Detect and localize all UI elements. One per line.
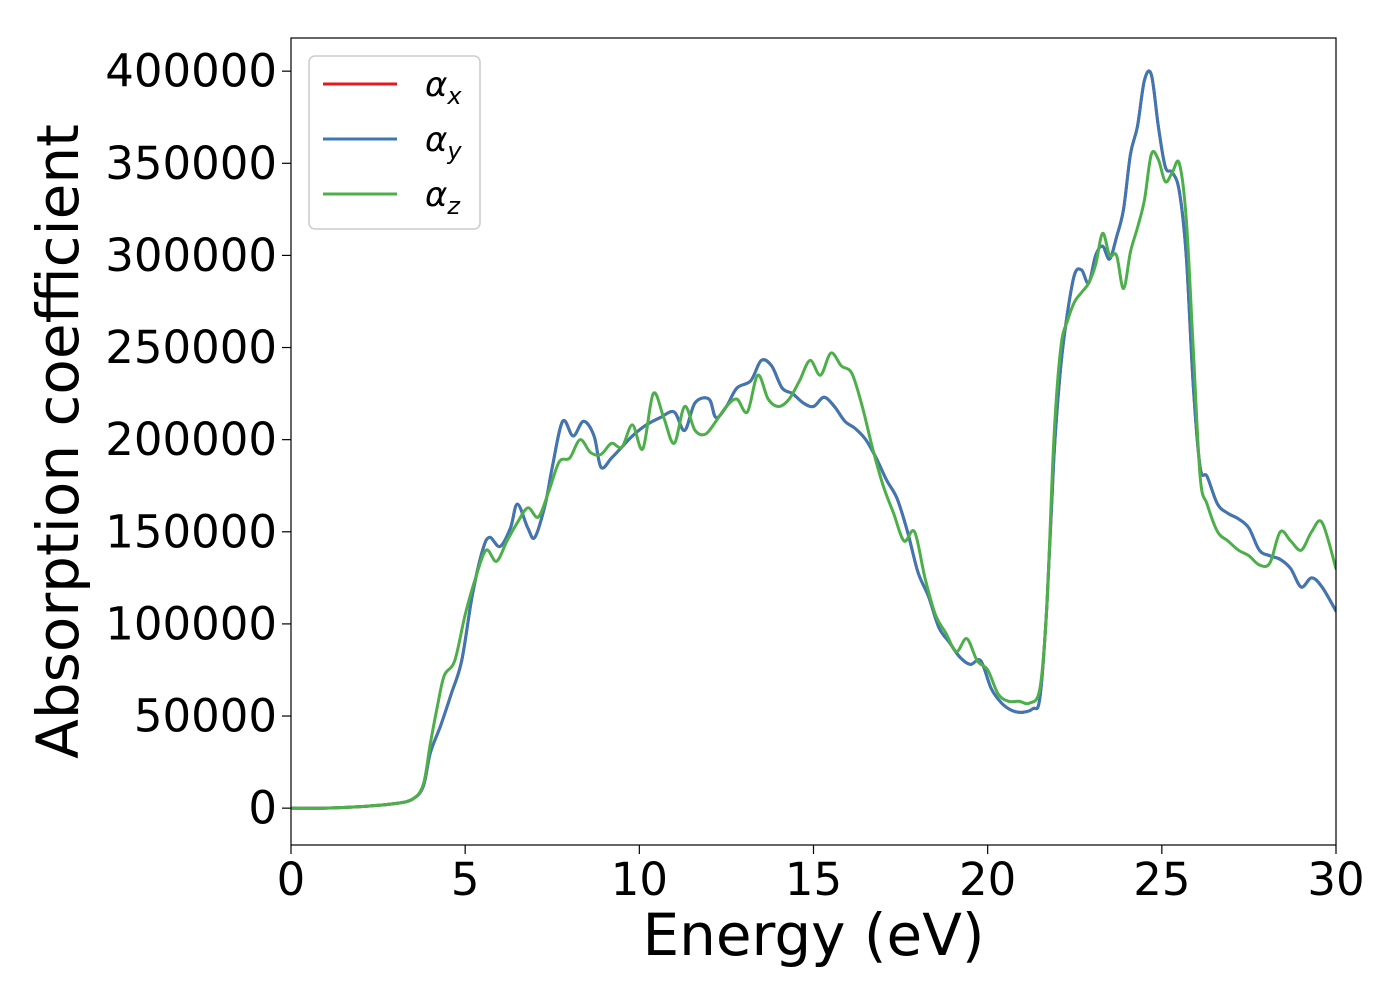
y-axis-label: Absorption coefficient xyxy=(24,124,92,759)
y-tick-label: 400000 xyxy=(105,45,277,98)
series-line-z xyxy=(291,149,1336,810)
x-ticks: 0 5 10 15 20 25 30 xyxy=(277,845,1365,906)
y-tick-label: 200000 xyxy=(105,413,277,466)
legend-box xyxy=(308,55,481,230)
x-tick-label: 25 xyxy=(1133,853,1190,906)
y-tick-label: 150000 xyxy=(105,505,277,558)
x-tick-label: 5 xyxy=(451,853,480,906)
y-tick-label: 350000 xyxy=(105,137,277,190)
plot-frame xyxy=(290,37,1337,846)
series-line-y xyxy=(291,69,1336,810)
x-tick-label: 20 xyxy=(959,853,1016,906)
y-tick-label: 250000 xyxy=(105,321,277,374)
y-tick-label: 300000 xyxy=(105,229,277,282)
x-axis-label: Energy (eV) xyxy=(642,901,984,969)
y-tick-label: 0 xyxy=(248,782,277,835)
y-ticks: 0 50000 100000 150000 200000 250000 300000 3500… xyxy=(105,45,291,835)
y-tick-label: 100000 xyxy=(105,597,277,650)
series-lines xyxy=(291,69,1336,810)
x-tick-label: 0 xyxy=(277,853,306,906)
x-tick-label: 30 xyxy=(1307,853,1364,906)
y-tick-label: 50000 xyxy=(134,690,277,743)
x-tick-label: 15 xyxy=(785,853,842,906)
x-tick-label: 10 xyxy=(611,853,668,906)
